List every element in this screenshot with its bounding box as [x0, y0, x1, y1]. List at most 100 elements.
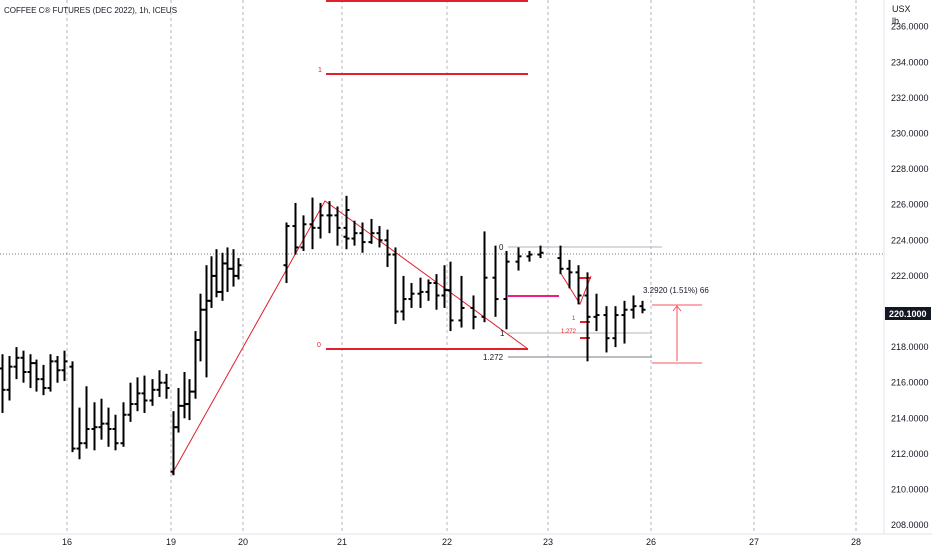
ohlc-bar	[326, 201, 333, 234]
y-tick-label: 234.0000	[891, 57, 929, 67]
ohlc-bar	[20, 350, 27, 383]
triangle-pattern	[171, 200, 529, 475]
ohlc-bar	[639, 300, 646, 314]
fib-right-0-label: 0	[499, 243, 504, 252]
ohlc-bar	[630, 295, 637, 319]
ohlc-bar	[61, 350, 68, 381]
x-tick-label: 27	[749, 537, 759, 547]
ohlc-bar	[481, 231, 488, 323]
y-tick-label: 236.0000	[891, 22, 929, 32]
ohlc-bar	[235, 258, 242, 280]
x-tick-label: 22	[442, 537, 452, 547]
ohlc-bar	[425, 279, 432, 301]
ohlc-bar	[503, 250, 510, 330]
ohlc-bar	[219, 252, 226, 301]
y-tick-label: 222.0000	[891, 271, 929, 281]
ohlc-bar	[175, 388, 182, 433]
x-tick-label: 26	[646, 537, 656, 547]
ohlc-bar	[208, 256, 215, 308]
grid-lines	[66, 0, 857, 534]
ohlc-bar	[300, 215, 307, 251]
ohlc-bar	[384, 229, 391, 267]
ohlc-bar	[492, 245, 499, 317]
price-axis[interactable]: 208.0000 210.0000 212.0000 214.0000 216.0000…	[883, 0, 929, 534]
unit-label: lb	[892, 16, 900, 26]
chart-title: COFFEE C® FUTURES (DEC 2022), 1h, ICEUS	[4, 6, 178, 15]
ohlc-bar	[343, 210, 350, 250]
ohlc-bar	[292, 202, 299, 255]
ohlc-bar	[441, 265, 448, 308]
ohlc-bar	[376, 226, 383, 248]
last-price-marker: 220.1000	[885, 307, 931, 320]
ohlc-bar	[197, 293, 204, 362]
ohlc-bar	[98, 398, 105, 440]
x-tick-label: 23	[543, 537, 553, 547]
x-tick-label: 20	[238, 537, 248, 547]
ohlc-bar	[13, 347, 20, 380]
ohlc-bar	[584, 272, 591, 362]
ohlc-bar	[334, 206, 341, 246]
ohlc-bar	[203, 265, 210, 378]
ohlc-bar	[557, 245, 564, 275]
ohlc-bar	[515, 247, 522, 271]
x-tick-label: 16	[62, 537, 72, 547]
ohlc-bar	[47, 354, 54, 392]
x-tick-label: 19	[166, 537, 176, 547]
last-price-badge	[885, 307, 931, 320]
ohlc-bar	[69, 361, 76, 453]
small-fib-1272-label: 1.272	[561, 329, 577, 335]
ohlc-bar	[40, 364, 47, 396]
ohlc-bar	[141, 375, 148, 413]
ohlc-bar	[283, 222, 290, 284]
ohlc-bar	[621, 300, 628, 344]
ohlc-bar	[368, 218, 375, 244]
ohlc-bar	[149, 379, 156, 406]
ohlc-bar	[433, 274, 440, 310]
y-tick-label: 232.0000	[891, 93, 929, 103]
y-tick-label: 230.0000	[891, 129, 929, 139]
last-price-value: 220.1000	[889, 309, 927, 319]
drawing-overlays: 1 0 0 1 1.272 1 1.272 3.2920 (1.51%) 66	[0, 0, 884, 475]
y-tick-label: 214.0000	[891, 413, 929, 423]
small-fib-1-label: 1	[572, 316, 576, 322]
y-tick-label: 208.0000	[891, 520, 929, 530]
ohlc-bar	[6, 356, 13, 401]
ohlc-bar	[408, 283, 415, 308]
ohlc-bar	[112, 414, 119, 451]
measure-arrowhead	[672, 305, 682, 312]
ohlc-bar	[526, 250, 533, 262]
ohlc-bar	[91, 402, 98, 451]
ohlc-bar	[447, 261, 454, 332]
ohlc-bar	[603, 306, 610, 353]
ohlc-bar	[33, 359, 40, 392]
ohlc-bar	[213, 249, 220, 298]
fib-left-1-label: 1	[318, 67, 322, 74]
ohlc-bar	[181, 372, 188, 419]
y-tick-label: 228.0000	[891, 164, 929, 174]
ohlc-bar	[83, 386, 90, 449]
ohlc-bar	[0, 354, 6, 413]
ohlc-bar	[105, 407, 112, 447]
ohlc-bar	[224, 247, 231, 292]
ohlc-bar	[54, 356, 61, 383]
ohlc-bar	[359, 222, 366, 253]
ohlc-bar	[417, 277, 424, 308]
ohlc-bar	[192, 331, 199, 399]
y-tick-label: 212.0000	[891, 449, 929, 459]
currency-label: USX	[892, 4, 911, 14]
ohlc-bar	[309, 197, 316, 250]
ohlc-bar	[612, 306, 619, 348]
ohlc-bar	[392, 247, 399, 324]
time-axis[interactable]: 16 19 20 21 22 23 26 27 28	[0, 533, 932, 547]
fib-left-0-label: 0	[317, 342, 321, 349]
ohlc-bar	[351, 220, 358, 246]
ohlc-bar	[76, 407, 83, 460]
ohlc-bar	[127, 382, 134, 422]
y-tick-label: 216.0000	[891, 378, 929, 388]
price-bars	[0, 195, 646, 476]
ohlc-bar	[156, 370, 163, 397]
ohlc-bar	[230, 249, 237, 287]
ohlc-bar	[317, 202, 324, 239]
ohlc-bar	[170, 411, 177, 476]
